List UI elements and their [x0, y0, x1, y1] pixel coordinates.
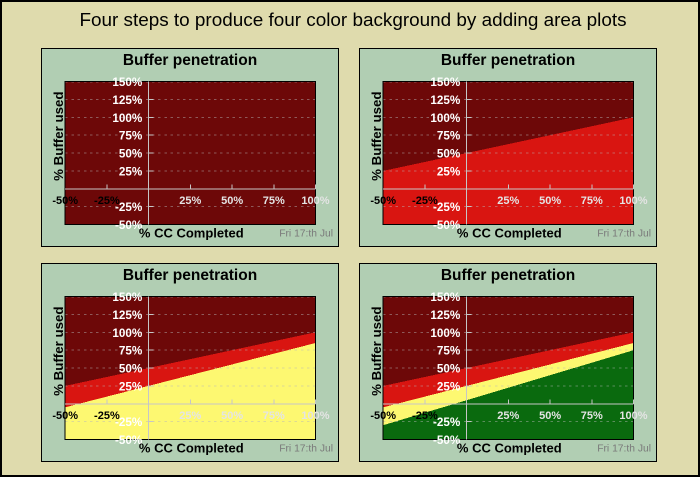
svg-text:75%: 75%: [581, 195, 603, 207]
svg-text:125%: 125%: [112, 309, 143, 322]
svg-text:% CC Completed: % CC Completed: [457, 225, 562, 240]
svg-text:75%: 75%: [119, 345, 143, 358]
svg-text:-25%: -25%: [94, 195, 120, 207]
svg-text:25%: 25%: [119, 381, 143, 394]
svg-text:100%: 100%: [431, 327, 462, 340]
svg-text:-25%: -25%: [115, 201, 143, 214]
svg-text:-25%: -25%: [412, 410, 438, 422]
svg-text:50%: 50%: [119, 147, 143, 160]
svg-text:-25%: -25%: [412, 195, 438, 207]
svg-text:Buffer penetration: Buffer penetration: [123, 52, 257, 69]
svg-text:% CC Completed: % CC Completed: [139, 441, 244, 456]
svg-text:125%: 125%: [431, 309, 462, 322]
svg-text:% CC Completed: % CC Completed: [457, 441, 562, 456]
svg-text:75%: 75%: [263, 410, 285, 422]
svg-text:100%: 100%: [620, 195, 648, 207]
svg-text:50%: 50%: [221, 410, 243, 422]
svg-text:-50%: -50%: [115, 434, 143, 447]
svg-text:100%: 100%: [112, 111, 143, 124]
svg-text:-50%: -50%: [52, 410, 78, 422]
svg-text:25%: 25%: [437, 381, 461, 394]
svg-text:150%: 150%: [112, 76, 143, 89]
svg-text:150%: 150%: [431, 76, 462, 89]
svg-text:-50%: -50%: [371, 410, 397, 422]
svg-text:Fri 17:th Jul: Fri 17:th Jul: [598, 444, 652, 455]
svg-text:Buffer penetration: Buffer penetration: [441, 267, 575, 284]
svg-text:Fri 17:th Jul: Fri 17:th Jul: [598, 228, 652, 239]
svg-text:100%: 100%: [301, 195, 329, 207]
svg-text:Buffer penetration: Buffer penetration: [123, 267, 257, 284]
svg-text:-50%: -50%: [433, 218, 461, 231]
svg-text:25%: 25%: [498, 195, 520, 207]
svg-text:100%: 100%: [112, 327, 143, 340]
svg-text:-25%: -25%: [433, 201, 461, 214]
svg-text:25%: 25%: [437, 165, 461, 178]
svg-text:-50%: -50%: [433, 434, 461, 447]
svg-text:% Buffer used: % Buffer used: [51, 307, 66, 396]
svg-text:125%: 125%: [431, 93, 462, 106]
svg-text:-25%: -25%: [115, 416, 143, 429]
svg-text:-50%: -50%: [115, 218, 143, 231]
svg-text:100%: 100%: [301, 410, 329, 422]
svg-text:75%: 75%: [581, 410, 603, 422]
svg-text:50%: 50%: [119, 363, 143, 376]
svg-text:50%: 50%: [539, 410, 561, 422]
svg-text:25%: 25%: [179, 410, 201, 422]
svg-text:75%: 75%: [437, 345, 461, 358]
svg-text:125%: 125%: [112, 93, 143, 106]
svg-text:75%: 75%: [263, 195, 285, 207]
svg-text:50%: 50%: [539, 195, 561, 207]
svg-text:-25%: -25%: [94, 410, 120, 422]
svg-text:50%: 50%: [437, 363, 461, 376]
svg-text:-25%: -25%: [433, 416, 461, 429]
svg-text:25%: 25%: [119, 165, 143, 178]
svg-text:150%: 150%: [431, 291, 462, 304]
svg-text:50%: 50%: [221, 195, 243, 207]
svg-text:25%: 25%: [498, 410, 520, 422]
svg-text:% Buffer used: % Buffer used: [51, 91, 66, 180]
svg-text:Fri 17:th Jul: Fri 17:th Jul: [279, 444, 333, 455]
svg-text:% Buffer used: % Buffer used: [369, 91, 384, 180]
svg-text:Buffer penetration: Buffer penetration: [441, 52, 575, 69]
svg-text:75%: 75%: [437, 129, 461, 142]
svg-text:-50%: -50%: [52, 195, 78, 207]
svg-text:25%: 25%: [179, 195, 201, 207]
svg-text:50%: 50%: [437, 147, 461, 160]
svg-text:-50%: -50%: [371, 195, 397, 207]
svg-text:% Buffer used: % Buffer used: [369, 307, 384, 396]
svg-text:Fri 17:th Jul: Fri 17:th Jul: [279, 228, 333, 239]
svg-text:100%: 100%: [620, 410, 648, 422]
svg-text:100%: 100%: [431, 111, 462, 124]
svg-text:150%: 150%: [112, 291, 143, 304]
svg-text:75%: 75%: [119, 129, 143, 142]
svg-text:% CC Completed: % CC Completed: [139, 225, 244, 240]
